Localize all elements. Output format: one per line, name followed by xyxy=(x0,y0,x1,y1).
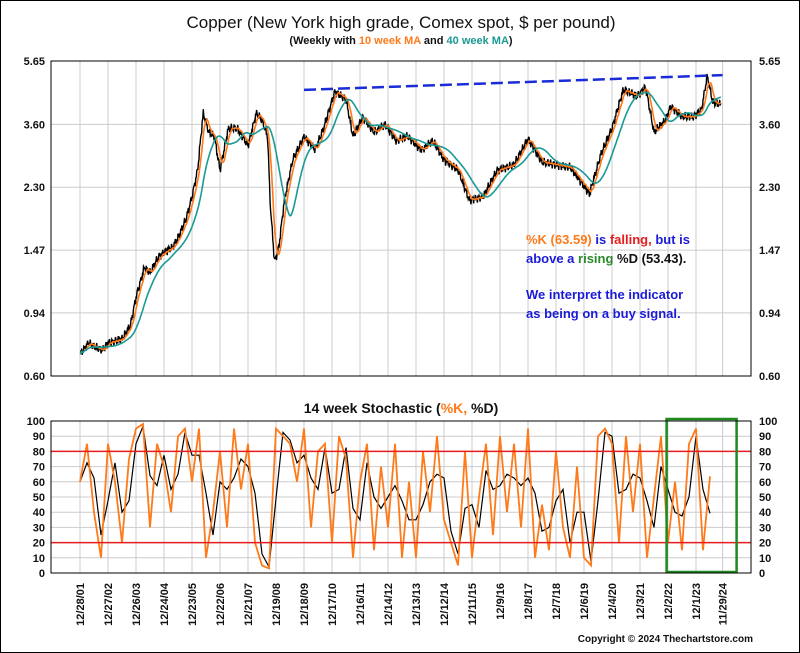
y-tick-label-left: 30 xyxy=(33,522,45,534)
y-tick-label-right: 70 xyxy=(759,462,771,474)
y-tick-label-left: 1.47 xyxy=(24,245,45,257)
annotation-line-1: %K (63.59) is falling, but is xyxy=(526,232,690,247)
x-tick-label: 12/6/19 xyxy=(579,583,591,620)
y-tick-label-left: 60 xyxy=(33,477,45,489)
x-tick-label: 12/28/01 xyxy=(75,583,87,626)
x-tick-label: 12/19/08 xyxy=(271,583,283,626)
y-tick-label-right: 90 xyxy=(759,431,771,443)
y-tick-label-right: 80 xyxy=(759,446,771,458)
x-tick-label: 12/7/18 xyxy=(551,583,563,620)
y-tick-label-right: 100 xyxy=(759,416,777,428)
stochastic-title: 14 week Stochastic (%K, %D) xyxy=(304,400,499,416)
x-tick-label: 12/16/11 xyxy=(355,583,367,625)
x-tick-label: 11/29/24 xyxy=(718,582,730,625)
annotation-line-2: above a rising %D (53.43). xyxy=(526,251,686,266)
y-tick-label-right: 30 xyxy=(759,522,771,534)
y-tick-label-right: 0.60 xyxy=(759,371,780,383)
y-tick-label-right: 50 xyxy=(759,492,771,504)
x-tick-label: 12/9/16 xyxy=(495,583,507,620)
x-tick-label: 12/12/14 xyxy=(439,582,451,626)
price-line xyxy=(79,73,722,355)
x-tick-label: 12/26/03 xyxy=(131,583,143,626)
x-tick-label: 12/14/12 xyxy=(383,583,395,626)
y-tick-label-right: 5.65 xyxy=(759,56,780,68)
x-tick-label: 12/27/02 xyxy=(103,583,115,626)
y-tick-label-left: 0.60 xyxy=(24,371,45,383)
x-tick-label: 12/1/23 xyxy=(691,583,703,620)
y-tick-label-left: 50 xyxy=(33,492,45,504)
y-tick-label-right: 1.47 xyxy=(759,245,780,257)
y-tick-label-left: 80 xyxy=(33,446,45,458)
annotation: %K (63.59) is falling, but is above a ri… xyxy=(526,232,690,321)
y-tick-label-left: 0.94 xyxy=(24,308,46,320)
x-axis: 12/28/01 12/27/02 12/26/03 12/24/04 12/23/05… xyxy=(75,582,730,626)
x-tick-label: 12/13/13 xyxy=(411,583,423,626)
x-tick-label: 12/23/05 xyxy=(187,583,199,626)
ma10-line xyxy=(79,81,722,355)
y-tick-label-left: 3.60 xyxy=(24,119,45,131)
x-tick-label: 12/2/22 xyxy=(663,583,675,620)
highlight-box xyxy=(665,417,738,574)
x-tick-label: 12/24/04 xyxy=(159,582,171,626)
y-tick-label-left: 90 xyxy=(33,431,45,443)
y-tick-label-right: 0.94 xyxy=(759,308,781,320)
y-tick-label-right: 40 xyxy=(759,507,771,519)
x-tick-label: 12/11/15 xyxy=(467,583,479,625)
y-tick-label-right: 3.60 xyxy=(759,119,780,131)
stochastic-plot-frame xyxy=(50,420,752,574)
x-tick-label: 12/3/21 xyxy=(635,583,647,620)
x-tick-label: 12/21/07 xyxy=(243,583,255,626)
y-tick-label-right: 2.30 xyxy=(759,182,780,194)
y-tick-label-left: 10 xyxy=(33,553,45,565)
annotation-line-3: We interpret the indicator xyxy=(526,287,683,302)
y-tick-label-left: 100 xyxy=(27,416,45,428)
x-tick-label: 12/22/06 xyxy=(215,583,227,626)
copyright: Copyright © 2024 Thechartstore.com xyxy=(578,634,753,645)
y-tick-label-right: 60 xyxy=(759,477,771,489)
price-plot-frame xyxy=(50,60,752,377)
ma40-line xyxy=(79,91,722,355)
trendline xyxy=(303,73,723,92)
y-tick-label-left: 5.65 xyxy=(24,56,45,68)
annotation-line-4: as being on a buy signal. xyxy=(526,306,681,321)
y-tick-label-left: 0 xyxy=(39,568,45,580)
y-tick-label-right: 10 xyxy=(759,553,771,565)
x-tick-label: 12/4/20 xyxy=(607,583,619,620)
y-tick-label-left: 40 xyxy=(33,507,45,519)
y-tick-label-left: 20 xyxy=(33,538,45,550)
chart-subtitle: (Weekly with 10 week MA and 40 week MA) xyxy=(289,35,513,47)
y-tick-label-right: 0 xyxy=(759,568,765,580)
y-tick-label-left: 70 xyxy=(33,462,45,474)
x-tick-label: 12/17/10 xyxy=(327,583,339,626)
x-tick-label: 12/18/09 xyxy=(299,583,311,626)
y-tick-label-left: 2.30 xyxy=(24,182,45,194)
x-tick-label: 12/8/17 xyxy=(523,583,535,620)
chart-title: Copper (New York high grade, Comex spot,… xyxy=(186,13,615,32)
price-panel: 5.65 5.65 3.60 3.60 2.30 2.30 1.47 1.47 0.94 0.94… xyxy=(24,56,782,383)
y-tick-label-right: 20 xyxy=(759,538,771,550)
k-line xyxy=(79,422,711,570)
